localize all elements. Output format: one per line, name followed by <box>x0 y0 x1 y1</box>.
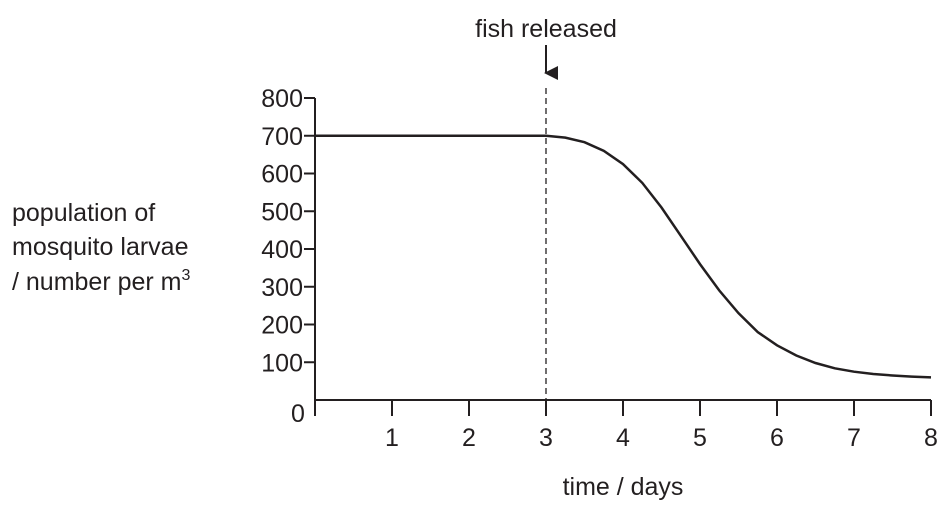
x-tick-label: 7 <box>847 424 861 452</box>
y-tick-label: 400 <box>261 236 303 264</box>
y-tick-label: 700 <box>261 123 303 151</box>
y-tick-label: 300 <box>261 274 303 302</box>
y-tick-label: 800 <box>261 85 303 113</box>
y-ticks: 100 200 300 400 500 600 700 800 <box>261 85 315 377</box>
x-axis-title: time / days <box>563 473 684 501</box>
series-line <box>315 134 932 379</box>
x-tick-label: 6 <box>770 424 784 452</box>
y-axis-title-line-2: mosquito larvae <box>12 233 188 261</box>
y-axis-title-line-3: / number per m3 <box>12 267 191 296</box>
x-tick-label: 3 <box>539 424 553 452</box>
y-axis-title: population of mosquito larvae / number p… <box>12 199 191 296</box>
x-tick-label: 2 <box>462 424 476 452</box>
annotation-label: fish released <box>475 15 617 43</box>
y-tick-label: 200 <box>261 312 303 340</box>
y-tick-label: 600 <box>261 161 303 189</box>
x-ticks: 1 2 3 4 5 6 7 8 <box>314 400 938 452</box>
x-tick-label: 4 <box>616 424 630 452</box>
y-axis-title-line-1: population of <box>12 199 155 227</box>
origin-label: 0 <box>291 400 305 428</box>
x-tick-label: 1 <box>385 424 399 452</box>
y-tick-label: 500 <box>261 198 303 226</box>
x-tick-label: 5 <box>693 424 707 452</box>
y-tick-label: 100 <box>261 349 303 377</box>
x-tick-label: 8 <box>924 424 938 452</box>
